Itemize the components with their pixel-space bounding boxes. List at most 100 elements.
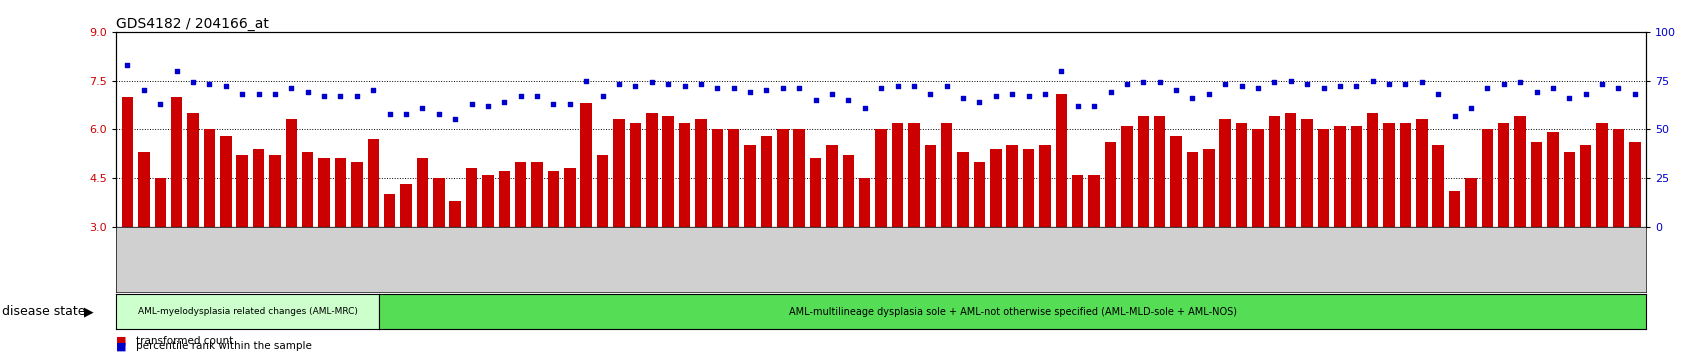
Bar [1120,126,1132,227]
Point [147,101,174,107]
Bar [483,175,493,227]
Bar [777,129,788,227]
Bar [269,155,281,227]
Bar [793,129,805,227]
Bar [1137,116,1149,227]
Bar [694,120,706,227]
Point [1292,81,1320,87]
Bar [612,120,624,227]
Point [1456,105,1483,110]
Point [506,93,534,99]
Bar [351,162,363,227]
Point [114,62,142,68]
Point [834,97,861,103]
Bar [1432,145,1442,227]
Point [638,80,665,85]
Bar [1596,123,1606,227]
Point [801,97,829,103]
Point [261,91,288,97]
Bar [401,184,411,227]
Point [1228,84,1255,89]
Point [392,111,419,116]
Bar [1611,129,1623,227]
Bar [1448,191,1459,227]
Point [1032,91,1059,97]
Bar [1366,113,1378,227]
Point [1211,81,1238,87]
Point [457,101,484,107]
Point [442,117,469,122]
Point [1407,80,1434,85]
Point [1424,91,1451,97]
Point [1079,103,1107,109]
Point [409,105,436,110]
Point [1587,81,1615,87]
Bar [1251,129,1263,227]
Point [1161,87,1188,93]
Point [1342,84,1369,89]
Bar [319,159,329,227]
Bar [1170,136,1182,227]
Point [1178,95,1205,101]
Bar [384,194,396,227]
Bar [974,162,984,227]
Point [375,111,402,116]
Point [1555,95,1582,101]
Bar [1415,120,1427,227]
Bar [1350,126,1361,227]
Bar [1546,132,1558,227]
Point [621,84,648,89]
Point [1441,113,1468,118]
Point [818,91,846,97]
Bar [743,145,755,227]
Point [702,85,730,91]
Bar [1383,123,1395,227]
Bar [1497,123,1509,227]
Bar [252,149,264,227]
Point [491,99,518,105]
Bar [1153,116,1165,227]
Bar [1006,145,1018,227]
Point [1195,91,1222,97]
Point [293,89,321,95]
Point [1129,80,1156,85]
Bar [875,129,887,227]
Bar [892,123,902,227]
Bar [1514,116,1524,227]
Bar [237,155,247,227]
Text: ▶: ▶ [84,305,94,318]
Point [588,93,616,99]
Point [573,78,600,84]
Point [1243,85,1270,91]
Bar [842,155,854,227]
Bar [1398,123,1410,227]
Bar [859,178,870,227]
Point [670,84,697,89]
Point [752,87,779,93]
Point [130,87,157,93]
Point [556,101,583,107]
Point [1309,85,1337,91]
Bar [989,149,1001,227]
Point [179,80,206,85]
Bar [121,97,133,227]
Point [246,91,273,97]
Point [1506,80,1533,85]
Point [1146,80,1173,85]
Point [425,111,452,116]
Bar [220,136,232,227]
Bar [203,129,215,227]
Bar [1234,123,1246,227]
Point [916,91,943,97]
Bar [155,178,165,227]
Bar [334,159,346,227]
Bar [1038,145,1050,227]
Bar [1316,129,1328,227]
Bar [711,129,723,227]
Point [1047,68,1074,74]
Point [360,87,387,93]
Bar [1284,113,1296,227]
Bar [760,136,772,227]
Bar [1333,126,1345,227]
Point [720,85,747,91]
